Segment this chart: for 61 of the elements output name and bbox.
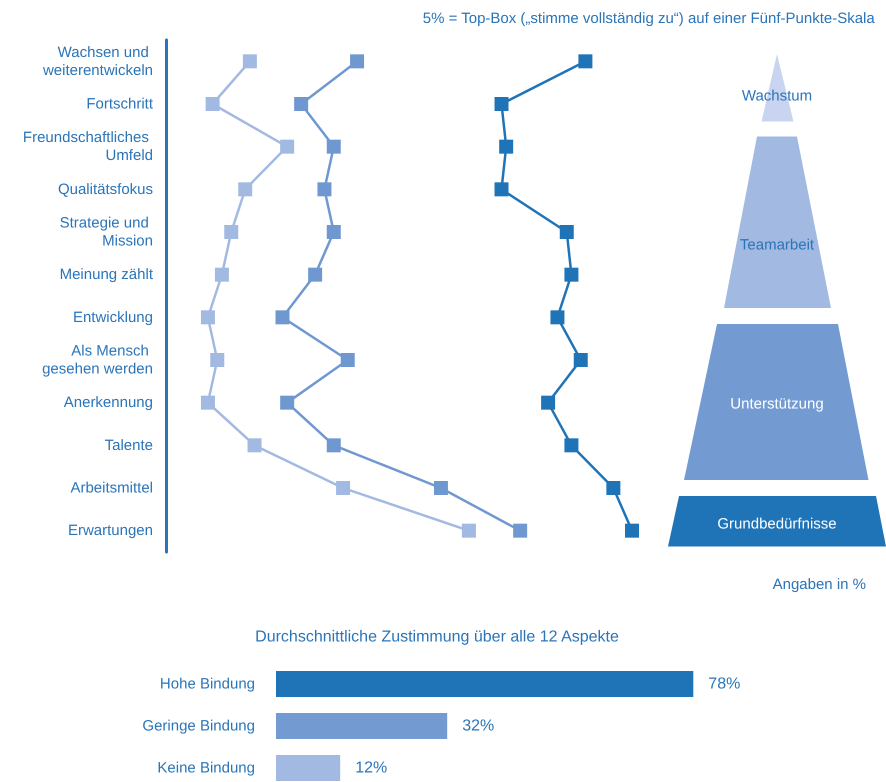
- point: [564, 438, 578, 452]
- point: [248, 438, 262, 452]
- point: [242, 54, 257, 68]
- point: [606, 481, 620, 495]
- category-label: Wachstum: [742, 88, 812, 104]
- data-label: 32%: [462, 718, 494, 734]
- point: [574, 353, 588, 367]
- point: [550, 310, 564, 324]
- category-label: Unterstützung: [730, 396, 824, 412]
- category-label: Teamarbeit: [740, 236, 815, 254]
- point: [280, 396, 294, 410]
- point: [499, 140, 514, 154]
- point: [308, 268, 322, 282]
- y-tick-label: Freundschaftliches Umfeld: [22, 129, 153, 164]
- point: [434, 481, 448, 495]
- point: [541, 396, 556, 410]
- point: [214, 268, 229, 282]
- point: [200, 310, 215, 324]
- point: [206, 97, 220, 111]
- y-tick-label: Strategie und Mission: [60, 214, 153, 250]
- y-tick-label: Erwartungen: [68, 522, 153, 540]
- y-tick-label: Fortschritt: [86, 96, 154, 112]
- y-tick-label: Hohe Bindung: [160, 676, 255, 692]
- point: [326, 140, 341, 154]
- point: [317, 182, 332, 196]
- point: [326, 438, 341, 452]
- y-tick-label: Entwicklung: [72, 308, 153, 326]
- chart-subtitle: 5% = Top-Box („stimme vollständig zu“) auf einer Fünf-Punkte-Skala: [422, 10, 876, 27]
- point: [326, 225, 341, 239]
- point: [276, 310, 290, 324]
- y-tick-label: Geringe Bindung: [142, 718, 255, 734]
- point: [560, 225, 574, 239]
- point: [200, 396, 215, 410]
- point: [280, 140, 294, 154]
- y-tick-label: Wachsen und weiterentwickeln: [42, 44, 153, 79]
- y-tick-label: Anerkennung: [64, 394, 153, 412]
- y-tick-label: Keine Bindung: [157, 760, 255, 776]
- point: [494, 97, 509, 111]
- point: [210, 353, 224, 367]
- point: [578, 54, 592, 68]
- point: [350, 54, 364, 68]
- point: [336, 481, 350, 495]
- point: [494, 182, 509, 196]
- point: [462, 524, 476, 538]
- data-label: 12%: [355, 760, 388, 776]
- point: [625, 524, 639, 538]
- point: [513, 524, 528, 538]
- point: [224, 225, 238, 239]
- chart-title: Durchschnittliche Zustimmung über alle 12 Aspekte: [255, 628, 619, 646]
- category-label: Grundbedürfnisse: [717, 516, 837, 532]
- point: [340, 353, 355, 367]
- y-tick-label: Als Mensch gesehen werden: [42, 342, 153, 378]
- y-tick-label: Talente: [104, 436, 153, 454]
- data-label: 78%: [708, 676, 740, 692]
- point: [564, 268, 578, 282]
- text: Angaben in %: [772, 576, 866, 593]
- point: [238, 182, 252, 196]
- y-tick-label: Arbeitsmittel: [70, 480, 153, 496]
- point: [294, 97, 308, 111]
- y-tick-label: Qualitätsfokus: [58, 180, 153, 198]
- y-tick-label: Meinung zählt: [60, 266, 154, 284]
